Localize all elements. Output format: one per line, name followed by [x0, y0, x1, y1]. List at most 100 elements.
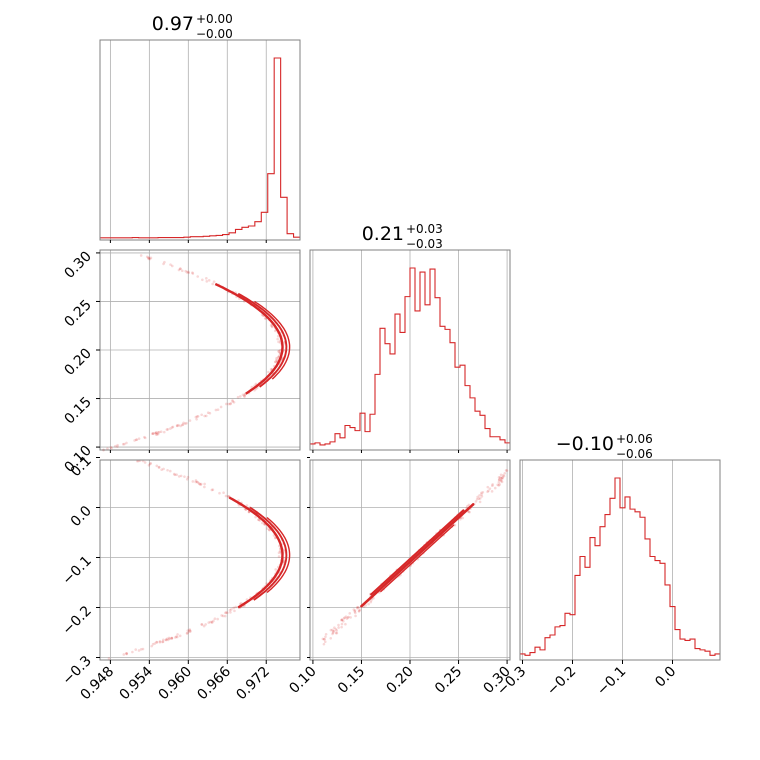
sample-point: [274, 360, 277, 364]
sample-point: [227, 494, 230, 498]
sample-point: [223, 614, 227, 618]
sample-point: [269, 368, 273, 371]
sample-point: [486, 485, 490, 489]
sample-point: [273, 329, 277, 333]
panel-title-1: 0.97 +0.00−0.00: [152, 12, 233, 41]
x-tick-label: −0.2: [544, 664, 579, 699]
scatter-panel-p1-p2: [99, 249, 301, 452]
sample-point: [204, 414, 208, 418]
sample-point: [487, 489, 490, 493]
sample-point: [210, 488, 214, 492]
sample-point: [241, 393, 245, 397]
sample-point: [195, 417, 198, 421]
y-tick-label: −0.1: [59, 553, 94, 588]
sample-point: [166, 428, 170, 431]
sample-point: [134, 438, 138, 442]
sample-point: [116, 445, 119, 448]
sample-point: [205, 280, 209, 283]
sample-point: [200, 413, 203, 417]
histogram-2: [310, 267, 510, 446]
sample-point: [184, 269, 188, 273]
sample-point: [261, 521, 264, 525]
sample-point: [277, 340, 280, 344]
sample-point: [222, 491, 225, 495]
sample-point: [143, 435, 146, 439]
sample-point: [348, 612, 352, 615]
sample-point: [340, 618, 343, 622]
sample-point: [194, 480, 197, 484]
sample-point: [343, 616, 346, 619]
sample-point: [147, 256, 151, 260]
sample-point: [148, 462, 152, 466]
sample-point: [232, 606, 235, 610]
y-tick-label: 0.0: [68, 503, 95, 530]
sample-point: [141, 647, 145, 651]
sample-point: [147, 463, 151, 467]
sample-point: [500, 480, 504, 484]
sample-point: [352, 608, 356, 611]
sample-point: [170, 426, 174, 429]
sample-point: [170, 637, 173, 640]
sample-point: [166, 638, 170, 642]
sample-point: [353, 611, 357, 615]
sample-point: [231, 399, 234, 402]
sample-point: [467, 503, 471, 507]
sample-point: [267, 528, 271, 532]
sample-point: [453, 523, 457, 527]
sample-point: [481, 490, 485, 494]
sample-point: [196, 275, 200, 278]
sample-point: [155, 464, 159, 468]
sample-point: [503, 471, 507, 475]
sample-point: [156, 432, 160, 436]
sample-point: [332, 629, 336, 633]
y-tick-label: −0.2: [59, 603, 94, 638]
sample-point: [490, 490, 494, 493]
scatter-panel-p1-p3-bg: [100, 460, 300, 660]
sample-point: [504, 469, 508, 472]
sample-point: [243, 393, 247, 397]
sample-point: [188, 628, 192, 631]
sample-point: [257, 518, 260, 521]
sample-point: [264, 317, 267, 320]
sample-point: [143, 461, 147, 464]
sample-point: [331, 632, 334, 636]
panel-title-3: −0.10 +0.06−0.06: [556, 432, 653, 461]
sample-point: [356, 605, 359, 609]
sample-point: [497, 484, 501, 487]
sample-point: [161, 640, 165, 644]
density-contour: [214, 282, 284, 395]
sample-point: [155, 640, 158, 644]
sample-point: [150, 432, 154, 435]
sample-point: [357, 606, 360, 609]
sample-point: [267, 370, 270, 374]
sample-point: [367, 602, 370, 606]
sample-point: [181, 423, 185, 426]
sample-point: [173, 473, 177, 477]
sample-point: [169, 427, 172, 430]
sample-point: [354, 614, 357, 618]
sample-point: [227, 495, 230, 498]
sample-point: [228, 608, 232, 612]
sample-point: [478, 494, 481, 497]
sample-point: [331, 631, 335, 635]
sample-point: [205, 277, 208, 280]
sample-point: [155, 431, 158, 434]
sample-point: [275, 358, 278, 362]
sample-point: [229, 611, 232, 614]
sample-point: [497, 478, 501, 482]
sample-point: [214, 408, 218, 412]
sample-point: [499, 478, 503, 482]
sample-point: [474, 500, 478, 503]
y-tick-label: 0.20: [61, 346, 94, 379]
hist-panel-1-frame: [99, 39, 301, 241]
sample-point: [187, 271, 190, 275]
sample-point: [342, 617, 346, 620]
sample-point: [466, 504, 469, 508]
sample-point: [274, 360, 277, 364]
sample-point: [203, 485, 206, 489]
sample-point: [491, 483, 494, 486]
sample-point: [347, 615, 350, 619]
sample-point: [459, 517, 462, 521]
sample-point: [139, 648, 143, 651]
x-tick-label: −0.1: [594, 664, 629, 699]
